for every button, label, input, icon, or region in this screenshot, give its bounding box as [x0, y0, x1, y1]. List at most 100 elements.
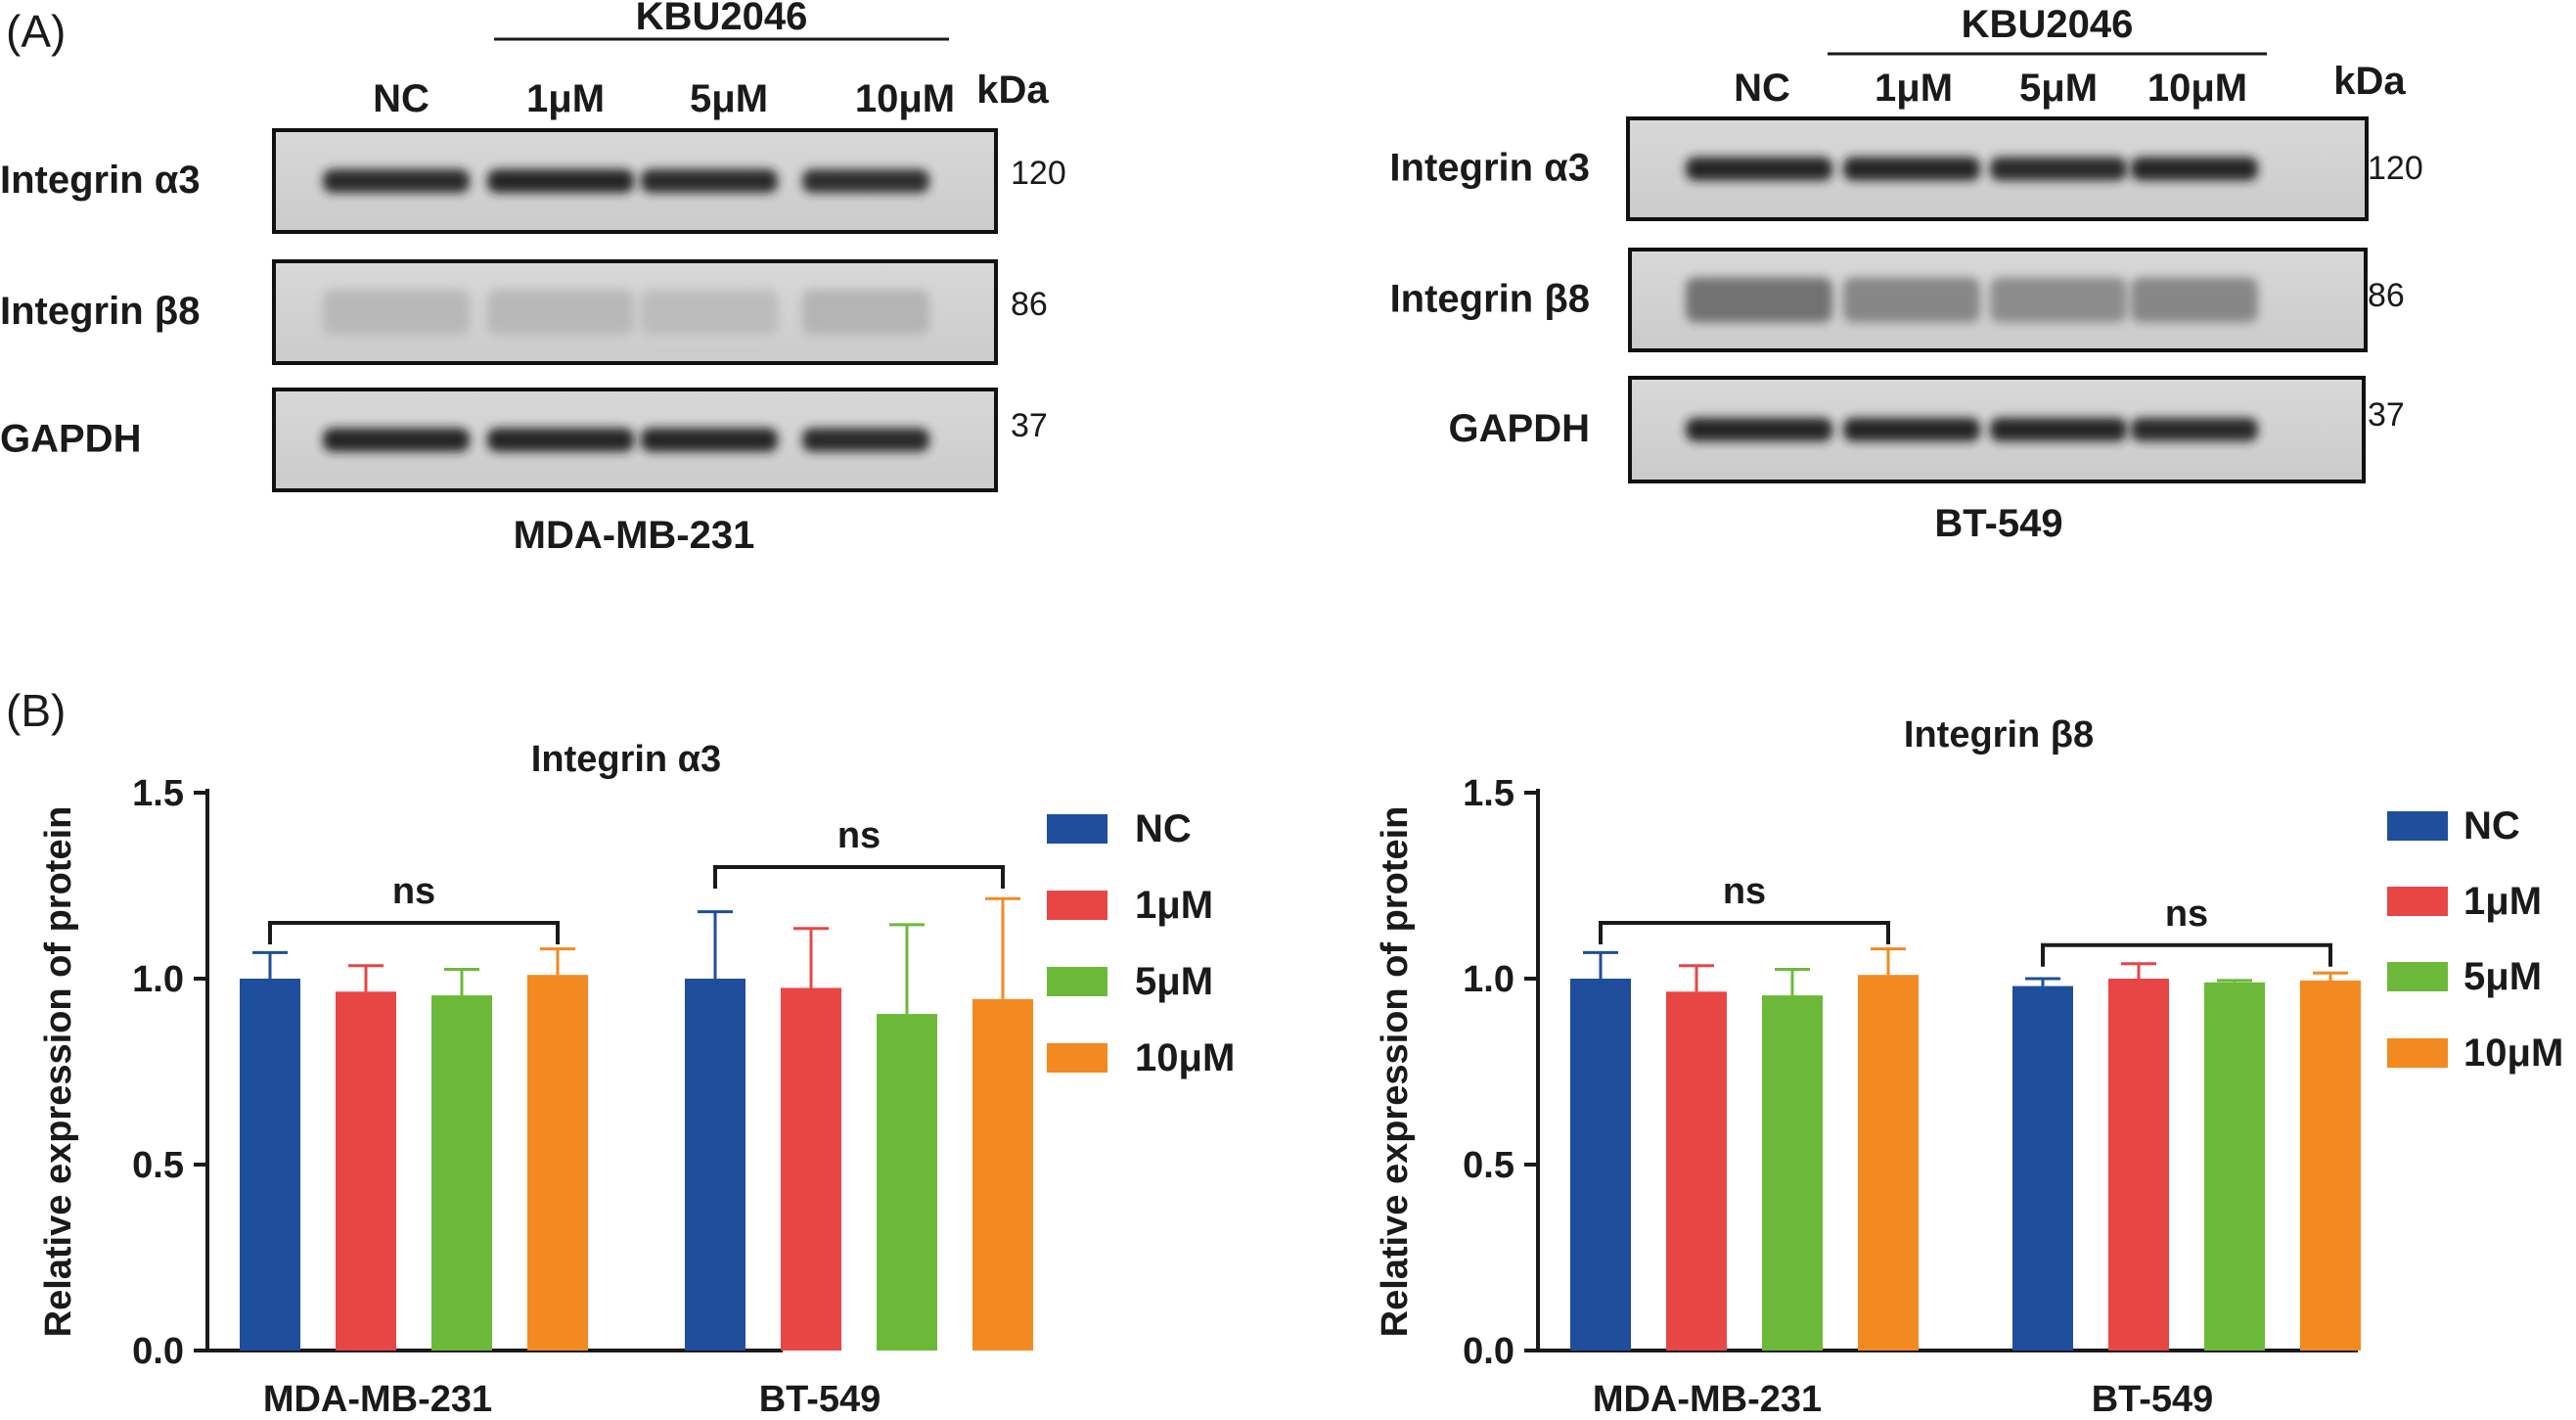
significance-label: ns — [1723, 871, 1766, 912]
protein-band — [323, 290, 470, 335]
legend-label: NC — [2463, 804, 2520, 847]
lane-label: 10μM — [855, 77, 955, 120]
bar-1um-bt-549 — [781, 987, 841, 1351]
lane-label: 1μM — [1875, 67, 1953, 110]
legend-label: 1μM — [1135, 884, 1213, 927]
significance-label: ns — [837, 815, 881, 856]
protein-band — [1843, 157, 1980, 181]
blot-row-integrin-β8: Integrin β8 86 — [1390, 248, 2405, 352]
bar-10um-mda-mb-231 — [1858, 975, 1919, 1351]
kda-label: kDa — [976, 69, 1049, 112]
legend-label: 10μM — [2463, 1031, 2563, 1075]
legend-swatch — [1047, 814, 1107, 844]
bar-1um-mda-mb-231 — [1666, 991, 1727, 1351]
lane-label: 10μM — [2147, 67, 2247, 110]
bar-5um-bt-549 — [2204, 982, 2265, 1351]
kda-marker: 120 — [1011, 155, 1066, 192]
kda-marker: 86 — [2368, 277, 2405, 314]
protein-band — [1686, 157, 1832, 181]
x-category-label: BT-549 — [2092, 1379, 2214, 1420]
y-tick-label: 0.5 — [132, 1145, 184, 1186]
treatment-label: KBU2046 — [1962, 3, 2134, 46]
x-category-label: MDA-MB-231 — [1593, 1379, 1822, 1420]
bar-10um-mda-mb-231 — [527, 975, 588, 1351]
lane-label: 5μM — [2019, 67, 2098, 110]
bar-charts: Integrin α3 Relative expression of protei… — [38, 714, 2563, 1420]
treatment-label: KBU2046 — [636, 0, 808, 38]
protein-band — [1686, 277, 1832, 323]
x-category-label: BT-549 — [759, 1379, 881, 1420]
protein-band — [1843, 418, 1980, 441]
legend-label: 1μM — [2463, 880, 2542, 923]
protein-label: Integrin α3 — [0, 159, 201, 202]
y-tick-label: 0.0 — [1463, 1331, 1514, 1372]
protein-band — [1686, 418, 1832, 441]
protein-label: Integrin β8 — [0, 290, 200, 333]
blot-row-gapdh: GAPDH 37 — [0, 388, 1048, 492]
protein-band — [641, 428, 778, 452]
y-tick-label: 1.5 — [132, 773, 184, 814]
legend-label: 5μM — [1135, 960, 1213, 1003]
protein-band — [1990, 277, 2127, 323]
significance-label: ns — [2165, 893, 2208, 935]
kda-marker: 37 — [2368, 396, 2405, 434]
protein-band — [1990, 418, 2127, 441]
chart-integrin-alpha3: Integrin α3 Relative expression of protei… — [38, 739, 1235, 1420]
legend-swatch — [2387, 962, 2448, 991]
kda-marker: 86 — [1011, 286, 1048, 323]
bar-10um-bt-549 — [972, 998, 1033, 1351]
significance-bracket — [1599, 921, 1890, 944]
y-tick-label: 0.5 — [1463, 1145, 1514, 1186]
protein-label: GAPDH — [0, 418, 141, 461]
bar-nc-bt-549 — [685, 979, 746, 1351]
protein-label: Integrin α3 — [1389, 147, 1590, 190]
bar-1um-bt-549 — [2108, 979, 2169, 1351]
protein-band — [1990, 157, 2127, 181]
legend-swatch — [2387, 811, 2448, 841]
y-axis-label: Relative expression of protein — [1375, 806, 1416, 1338]
protein-band — [323, 428, 470, 452]
significance-label: ns — [392, 871, 435, 912]
legend-swatch — [1047, 891, 1107, 920]
protein-band — [2131, 277, 2258, 323]
lane-label: NC — [1734, 67, 1790, 110]
chart-title: Integrin β8 — [1904, 714, 2094, 756]
panel-a-label: (A) — [6, 6, 66, 57]
protein-band — [641, 169, 778, 193]
blot-row-integrin-β8: Integrin β8 86 — [0, 259, 1048, 365]
bar-5um-mda-mb-231 — [431, 995, 492, 1351]
bar-5um-bt-549 — [877, 1014, 937, 1351]
significance-bracket — [2041, 942, 2332, 967]
blot-row-integrin-α3: Integrin α3 120 — [0, 128, 1066, 234]
blot-row-integrin-α3: Integrin α3 120 — [1389, 116, 2423, 221]
x-category-label: MDA-MB-231 — [263, 1379, 492, 1420]
protein-label: Integrin β8 — [1390, 278, 1590, 321]
y-tick-label: 1.5 — [1463, 773, 1514, 814]
lane-label: 1μM — [526, 77, 605, 120]
lane-label: NC — [373, 77, 429, 120]
bar-nc-bt-549 — [2012, 985, 2073, 1351]
legend-label: 5μM — [2463, 955, 2542, 998]
legend-swatch — [2387, 1038, 2448, 1068]
bar-1um-mda-mb-231 — [336, 991, 396, 1351]
protein-band — [802, 428, 929, 452]
protein-band — [641, 290, 778, 335]
chart-integrin-beta8: Integrin β8 Relative expression of protei… — [1375, 714, 2563, 1420]
kda-marker: 120 — [2368, 150, 2423, 187]
y-tick-label: 1.0 — [1463, 959, 1514, 1000]
blot-row-gapdh: GAPDH 37 — [1449, 376, 2405, 483]
chart-title: Integrin α3 — [531, 739, 721, 780]
legend-swatch — [1047, 1043, 1107, 1073]
bar-nc-mda-mb-231 — [1570, 979, 1631, 1351]
y-tick-label: 1.0 — [132, 959, 184, 1000]
legend-swatch — [2387, 887, 2448, 916]
kda-marker: 37 — [1011, 407, 1048, 444]
protein-band — [802, 169, 929, 193]
y-axis-label: Relative expression of protein — [38, 806, 79, 1338]
bar-5um-mda-mb-231 — [1762, 995, 1823, 1351]
protein-label: GAPDH — [1449, 407, 1590, 450]
